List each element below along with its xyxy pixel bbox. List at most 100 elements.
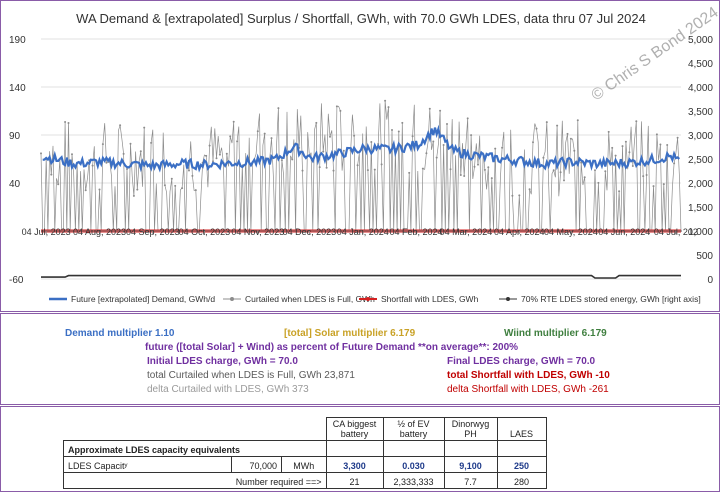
table-cell: MWh xyxy=(281,456,327,473)
curtailed-point xyxy=(655,133,658,136)
curtailed-point xyxy=(353,134,356,137)
curtailed-series xyxy=(40,99,682,232)
curtailed-point xyxy=(573,149,576,152)
curtailed-point xyxy=(322,150,325,153)
curtailed-point xyxy=(370,141,373,143)
curtailed-point xyxy=(466,117,469,120)
curtailed-point xyxy=(435,156,438,159)
ldes-series xyxy=(41,274,681,279)
curtailed-point xyxy=(263,132,266,135)
curtailed-point xyxy=(566,132,569,135)
curtailed-point xyxy=(463,175,466,177)
curtailed-point xyxy=(132,194,135,197)
curtailed-point xyxy=(439,109,442,112)
y-right-tick-label: 2,000 xyxy=(688,179,713,190)
table-corner-2 xyxy=(232,418,282,441)
x-tick-label: 04 Feb, 2024 xyxy=(390,227,443,237)
wind-multiplier: Wiind multiplier 6.179 xyxy=(504,328,607,339)
curtailed-point xyxy=(129,142,132,145)
curtailed-point xyxy=(170,177,173,180)
y-right-tick-label: 2,500 xyxy=(688,155,713,166)
curtailed-point xyxy=(532,141,534,144)
curtailed-point xyxy=(391,129,393,131)
curtailed-point xyxy=(325,166,328,169)
curtailed-point xyxy=(191,174,194,177)
curtailed-point xyxy=(71,153,73,156)
curtailed-point xyxy=(356,164,359,167)
table-cell: 0.030 xyxy=(382,456,445,473)
legend-label: Future [extrapolated] Demand, GWh/d xyxy=(71,294,215,304)
curtailed-point xyxy=(332,169,335,172)
table-cell-empty xyxy=(382,440,445,457)
table-cell: 7.7 xyxy=(443,472,498,489)
curtailed-point xyxy=(401,121,404,124)
table-panel: CA biggest battery ½ of EV battery Dinor… xyxy=(0,406,720,492)
curtailed-point xyxy=(652,185,655,188)
x-tick-label: 04 Jun, 2024 xyxy=(598,227,650,237)
curtailed-point xyxy=(256,130,259,133)
table-corner-3 xyxy=(282,418,327,441)
curtailed-point xyxy=(618,190,621,193)
curtailed-point xyxy=(318,166,321,169)
ldes-line xyxy=(41,274,681,279)
curtailed-point xyxy=(208,144,211,147)
curtailed-point xyxy=(666,144,669,146)
delta-curtailed: delta Curtailed with LDES, GWh 373 xyxy=(147,384,309,395)
curtailed-point xyxy=(411,135,414,138)
curtailed-point xyxy=(232,120,235,123)
table-row: LDES Capacitʸ 70,000 MWh 3,300 0.030 9,1… xyxy=(63,456,547,473)
curtailed-point xyxy=(621,145,624,148)
table-cell-empty xyxy=(443,440,498,457)
x-tick-label: 04 May, 2024 xyxy=(544,227,598,237)
x-tick-label: 04 Mar, 2024 xyxy=(440,227,493,237)
curtailed-point xyxy=(631,165,634,167)
y-right-tick-label: 5,000 xyxy=(688,35,713,46)
curtailed-point xyxy=(428,107,431,110)
x-tick-label: 04 Jul, 2023 xyxy=(22,227,71,237)
initial-ldes: Initial LDES charge, GWh = 70.0 xyxy=(147,356,298,367)
table-row-label: LDES Capacitʸ xyxy=(63,456,232,473)
legend-marker xyxy=(366,297,370,301)
curtailed-point xyxy=(604,170,607,173)
curtailed-point xyxy=(446,123,448,125)
curtailed-point xyxy=(542,156,545,159)
curtailed-point xyxy=(442,144,445,146)
y-left-tick-label: -60 xyxy=(9,275,24,286)
curtailed-point xyxy=(212,160,214,163)
curtailed-point xyxy=(580,161,583,164)
table-cell: 250 xyxy=(496,456,547,473)
curtailed-point xyxy=(301,169,304,172)
table-header: Dinorwyg PH xyxy=(443,417,498,441)
curtailed-point xyxy=(387,106,390,109)
curtailed-point xyxy=(98,188,101,191)
curtailed-point xyxy=(614,154,617,157)
table-cell: 280 xyxy=(496,472,547,489)
curtailed-point xyxy=(67,122,70,124)
curtailed-point xyxy=(50,173,53,176)
curtailed-point xyxy=(635,120,638,123)
curtailed-point xyxy=(270,137,273,140)
legend-label: Curtailed when LDES is Full, GWh xyxy=(245,294,375,304)
curtailed-point xyxy=(662,183,665,186)
curtailed-point xyxy=(174,184,177,187)
table-cell: 9,100 xyxy=(443,456,498,473)
solar-multiplier: [total] Solar multiplier 6.179 xyxy=(284,328,416,339)
y-left-tick-label: 40 xyxy=(9,179,21,190)
delta-shortfall: delta Shortfall with LDES, GWh -261 xyxy=(447,384,609,395)
legend-label: Shortfall with LDES, GWh xyxy=(381,294,479,304)
axes: -60 40 90 140 190 0 500 1,000 1,500 2,000 2,500 3,0… xyxy=(9,35,713,286)
curtailed-point xyxy=(645,174,648,176)
chart-svg: -60 40 90 140 190 0 500 1,000 1,500 2,000 2,500 3,0… xyxy=(9,4,720,304)
curtailed-point xyxy=(607,130,610,133)
info-panel: Demand multiplier 1.10 [total] Solar mul… xyxy=(0,313,720,405)
curtailed-point xyxy=(150,141,153,144)
y-right-tick-label: 500 xyxy=(696,251,713,262)
curtailed-point xyxy=(397,130,400,133)
curtailed-point xyxy=(57,183,60,186)
curtailed-point xyxy=(545,121,548,124)
table-cell: 2,333,333 xyxy=(382,472,445,489)
curtailed-point xyxy=(408,171,411,174)
table-header-row: CA biggest battery ½ of EV battery Dinor… xyxy=(64,417,547,441)
curtailed-point xyxy=(215,157,218,160)
equivalents-table: CA biggest battery ½ of EV battery Dinor… xyxy=(63,417,547,489)
